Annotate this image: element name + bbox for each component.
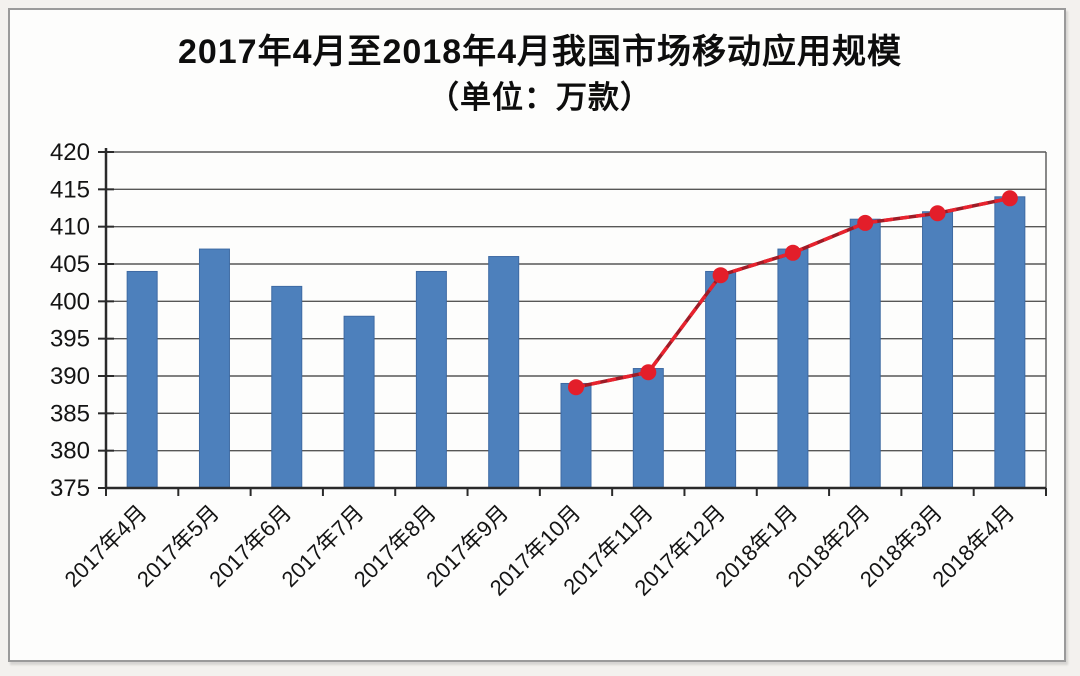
bar-2017年7月 — [343, 315, 375, 489]
data-point-2018年1月 — [784, 244, 801, 261]
y-axis-label: 410 — [50, 214, 90, 241]
bar-2018年1月 — [777, 248, 809, 489]
data-point-2017年12月 — [712, 267, 729, 284]
y-axis-label: 420 — [50, 139, 90, 166]
bar-2017年4月 — [126, 270, 158, 489]
y-axis-label: 415 — [50, 176, 90, 203]
data-point-2018年2月 — [857, 214, 874, 231]
y-axis-label: 375 — [50, 475, 90, 502]
y-axis-label: 405 — [50, 251, 90, 278]
y-axis-label: 390 — [50, 363, 90, 390]
bar-2017年5月 — [198, 248, 230, 489]
bar-2017年6月 — [271, 285, 303, 489]
bar-2017年8月 — [415, 270, 447, 489]
chart-frame — [8, 8, 1066, 662]
data-point-2017年10月 — [568, 379, 584, 396]
bar-2018年3月 — [922, 211, 954, 489]
bar-2018年4月 — [994, 196, 1026, 489]
bar-2017年12月 — [705, 270, 737, 489]
y-axis-label: 395 — [50, 326, 90, 353]
y-axis-label: 385 — [50, 400, 90, 427]
y-axis-label: 380 — [50, 438, 90, 465]
y-axis-label: 400 — [50, 288, 90, 315]
bar-2017年11月 — [632, 368, 664, 489]
data-point-2018年3月 — [929, 205, 946, 222]
bar-2017年10月 — [560, 382, 592, 489]
chart-title: 2017年4月至2018年4月我国市场移动应用规模 — [177, 33, 903, 71]
bar-2017年9月 — [488, 256, 520, 489]
data-point-2017年11月 — [640, 364, 657, 381]
data-point-2018年4月 — [1001, 190, 1018, 207]
bar-2018年2月 — [849, 218, 881, 489]
chart-subtitle: （单位：万款） — [428, 80, 652, 115]
